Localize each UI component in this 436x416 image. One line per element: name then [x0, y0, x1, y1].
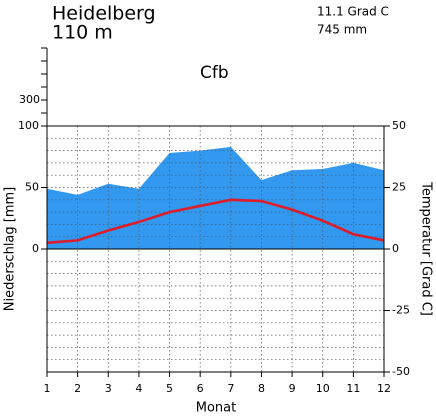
y2-tick-label: -50	[392, 365, 410, 378]
x-tick-label: 4	[135, 382, 142, 395]
x-tick-label: 10	[316, 382, 330, 395]
x-tick-label: 9	[289, 382, 296, 395]
y-tick-label: 0	[32, 242, 39, 255]
x-tick-label: 5	[166, 382, 173, 395]
y-tick-label: 100	[18, 119, 39, 132]
x-tick-label: 7	[227, 382, 234, 395]
y-tick-label: 50	[25, 181, 39, 194]
x-tick-label: 6	[197, 382, 204, 395]
x-tick-label: 1	[44, 382, 51, 395]
x-tick-label: 8	[258, 382, 265, 395]
temperature-line	[46, 198, 385, 245]
y2-tick-label: 0	[392, 242, 399, 255]
x-axis-label: Monat	[196, 401, 236, 416]
y2-axis-label: Temperatur [Grad C]	[419, 181, 434, 316]
annotation: 745 mm	[317, 23, 367, 37]
x-tick-label: 3	[105, 382, 112, 395]
x-tick-label: 12	[377, 382, 391, 395]
y-axis-label: Niederschlag [mm]	[3, 187, 18, 312]
y2-tick-label: 50	[392, 119, 406, 132]
y2-tick-label: -25	[392, 304, 410, 317]
upper-tick-label: 300	[19, 93, 40, 106]
chart-subtitle: 110 m	[52, 22, 113, 44]
x-tick-label: 11	[346, 382, 360, 395]
y2-tick-label: 25	[392, 181, 406, 194]
annotation: 11.1 Grad C	[317, 5, 389, 19]
chart-title: Heidelberg	[52, 3, 156, 25]
x-tick-label: 2	[74, 382, 81, 395]
annotation: Cfb	[200, 63, 229, 83]
